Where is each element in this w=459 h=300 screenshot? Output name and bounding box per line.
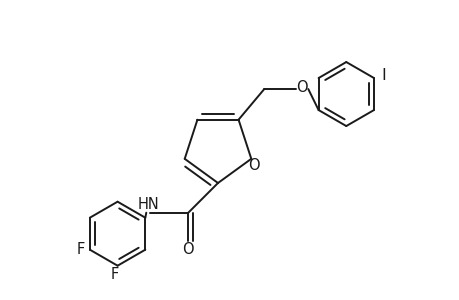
Text: O: O [248,158,259,173]
Text: F: F [77,242,85,257]
Text: HN: HN [137,197,159,212]
Text: I: I [381,68,386,82]
Text: F: F [110,267,118,282]
Text: O: O [182,242,194,257]
Text: O: O [296,80,308,94]
